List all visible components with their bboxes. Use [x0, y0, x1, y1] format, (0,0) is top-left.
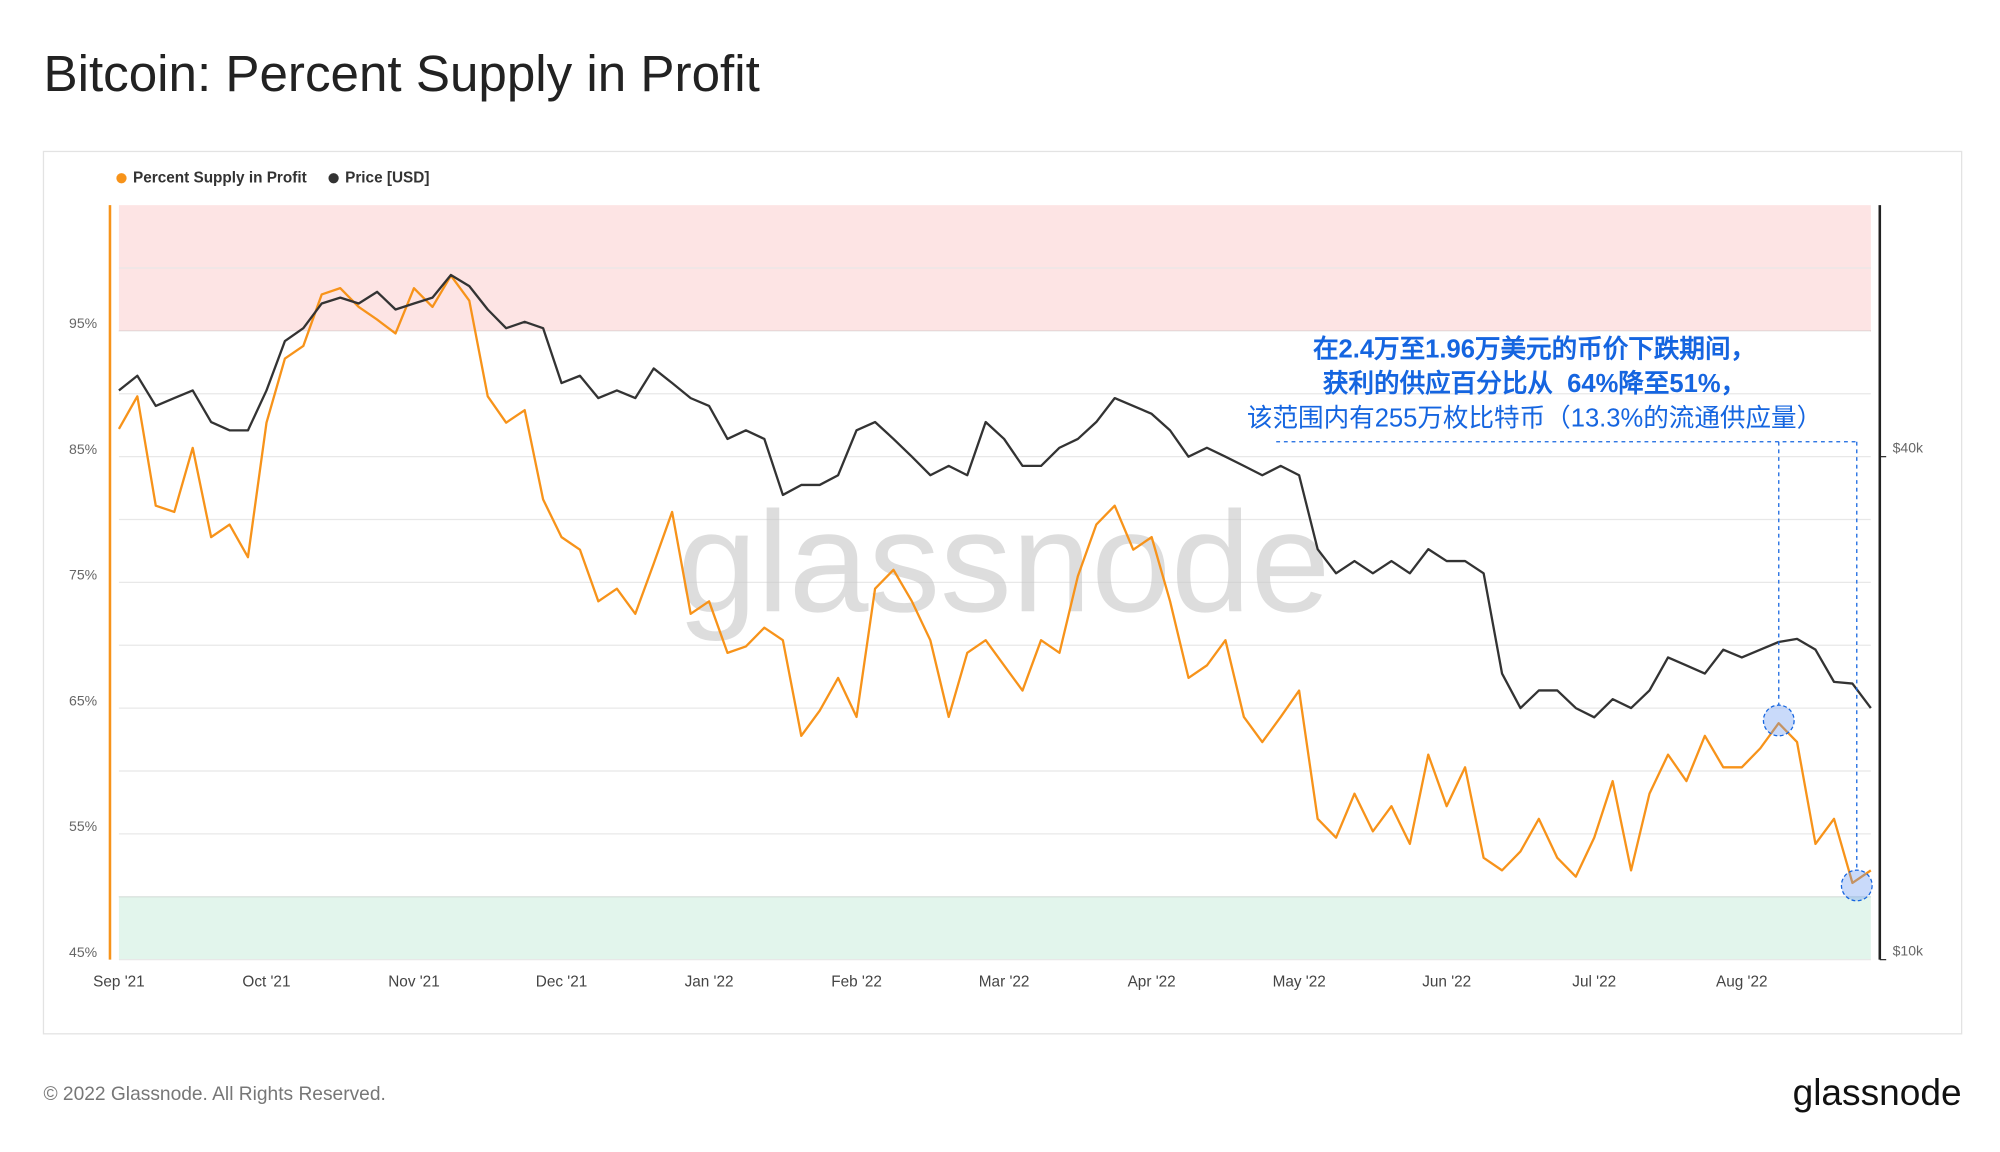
highlight-circle	[1762, 704, 1795, 737]
annotation-bracket	[1276, 441, 1858, 871]
x-tick-label: Oct '21	[242, 974, 290, 991]
y-tick-label: 45%	[69, 944, 97, 960]
y2-tick-label: $10k	[1893, 943, 1924, 959]
x-tick-label: Apr '22	[1128, 974, 1176, 991]
zone	[118, 896, 1871, 960]
series-line	[117, 274, 1872, 885]
copyright: © 2022 Glassnode. All Rights Reserved.	[43, 1084, 385, 1105]
x-tick-label: Feb '22	[831, 974, 882, 991]
y2-tick-label: $40k	[1893, 440, 1924, 456]
y-tick-label: 65%	[69, 692, 97, 708]
legend-label: Percent Supply in Profit	[133, 169, 307, 186]
highlight-circle	[1840, 869, 1873, 902]
y-tick-label: 95%	[69, 315, 97, 331]
x-tick-label: Nov '21	[388, 974, 440, 991]
annotation-line: 在2.4万至1.96万美元的币价下跌期间，	[1313, 335, 1756, 364]
x-tick-label: Sep '21	[93, 974, 145, 991]
y-tick-label: 75%	[69, 567, 97, 583]
logo: glassnode	[1793, 1071, 1962, 1113]
x-tick-label: Jul '22	[1572, 974, 1616, 991]
annotation-line: 该范围内有255万枚比特币（13.3%的流通供应量）	[1247, 405, 1822, 433]
x-tick-label: Mar '22	[979, 974, 1030, 991]
watermark: glassnode	[677, 482, 1330, 642]
plot-area: 45% 55% 65% 75% 85% 95% $10k $40k glassnode Sep '…	[69, 169, 1924, 990]
page-title: Bitcoin: Percent Supply in Profit	[43, 45, 759, 102]
x-tick-label: Aug '22	[1716, 974, 1768, 991]
x-tick-label: Jan '22	[685, 974, 734, 991]
legend-marker	[328, 173, 339, 184]
annotation-line: 获利的供应百分比从 64%降至51%，	[1323, 369, 1746, 398]
series-line	[118, 273, 1872, 719]
legend-marker	[116, 173, 127, 184]
x-tick-label: May '22	[1273, 974, 1326, 991]
y-tick-label: 85%	[69, 441, 97, 457]
x-tick-label: Dec '21	[536, 974, 588, 991]
y-tick-label: 55%	[69, 818, 97, 834]
legend-label: Price [USD]	[345, 169, 429, 186]
x-tick-label: Jun '22	[1422, 974, 1471, 991]
